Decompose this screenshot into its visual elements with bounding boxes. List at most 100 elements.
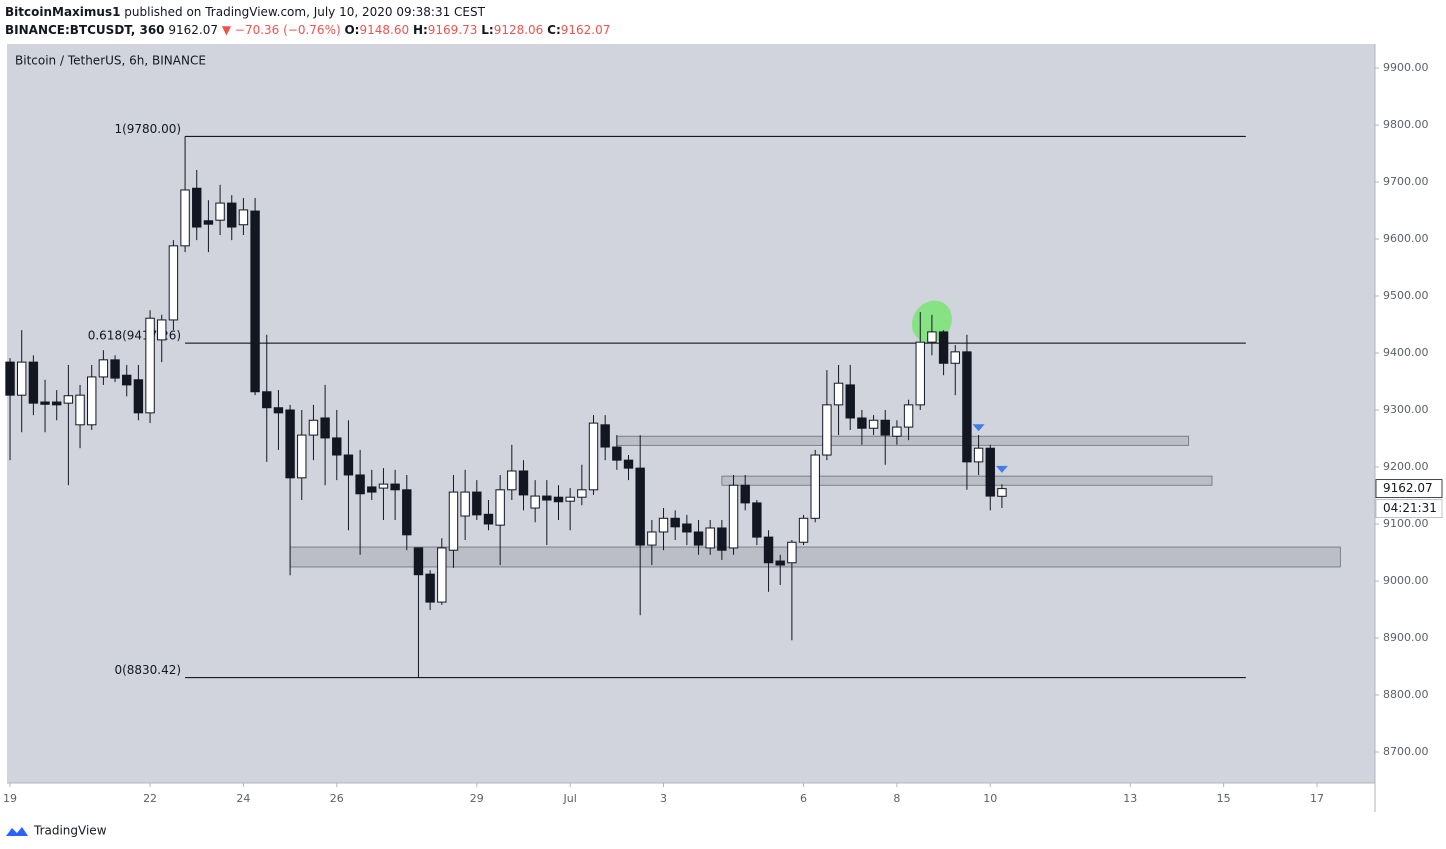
candle-body [880, 419, 890, 436]
candle-body [250, 210, 260, 393]
y-tick-label: 9600.00 [1383, 232, 1429, 245]
y-tick-label: 9500.00 [1383, 289, 1429, 302]
last-price-label: 9162.07 [1383, 481, 1433, 495]
y-tick-label: 9200.00 [1383, 460, 1429, 473]
plot-background [7, 44, 1375, 783]
x-tick-label: 15 [1217, 792, 1231, 805]
candle-body [670, 517, 680, 528]
candle-body [938, 331, 949, 364]
l: 9128.06 [494, 23, 544, 37]
fib-label: 0(8830.42) [114, 663, 181, 677]
y-tick-label: 9100.00 [1383, 517, 1429, 530]
y-tick-label: 9900.00 [1383, 61, 1429, 74]
candle-body [145, 317, 155, 414]
header-line-2: BINANCE:BTCUSDT, 360 9162.07 ▼ −70.36 (−… [5, 23, 610, 37]
candle-body [63, 395, 74, 404]
candle-body [355, 474, 365, 495]
candle-body [203, 220, 214, 225]
candle-body [822, 404, 832, 456]
candle-body [518, 470, 529, 496]
candle-body [763, 536, 774, 564]
candle-body [892, 426, 902, 437]
footer-brand: TradingView [33, 824, 107, 838]
candle-body [273, 407, 284, 414]
x-tick-label: 6 [800, 792, 807, 805]
candle-body [483, 513, 494, 525]
candle-body [705, 527, 715, 549]
candle-body [378, 483, 389, 489]
candle-body [437, 547, 447, 603]
candle-body [985, 447, 995, 497]
y-tick-label: 9300.00 [1383, 403, 1429, 416]
c-label: C: [547, 23, 561, 37]
candle-body [320, 417, 330, 439]
candle-body [448, 491, 459, 551]
x-tick-label: 3 [660, 792, 667, 805]
countdown-label: 04:21:31 [1383, 501, 1437, 515]
candle-body [623, 459, 634, 469]
candle-body [997, 488, 1007, 497]
countdown-tag [1375, 499, 1443, 519]
candle-body [413, 547, 424, 576]
y-tick-label: 9000.00 [1383, 574, 1429, 587]
fib-label: 1(9780.00) [114, 122, 181, 136]
candle-body [857, 417, 867, 429]
candle-body [98, 359, 109, 378]
candle-body [647, 531, 657, 546]
change: −70.36 (−0.76%) [235, 23, 341, 37]
candle-body [262, 391, 272, 409]
x-tick-label: 29 [470, 792, 484, 805]
candle-body [87, 376, 97, 426]
candle-body [425, 573, 435, 603]
o: 9148.60 [359, 23, 409, 37]
candle-body [75, 394, 85, 426]
logo-icon [6, 827, 28, 836]
candle-body [460, 491, 470, 517]
candle-body [168, 245, 179, 321]
candle-body [122, 374, 132, 386]
y-tick-label: 8800.00 [1383, 688, 1429, 701]
candle-body [728, 484, 739, 549]
candle-body [507, 470, 517, 491]
candle-body [238, 209, 249, 226]
x-tick-label: 13 [1123, 792, 1137, 805]
y-tick-label: 8700.00 [1383, 745, 1429, 758]
symbol: BINANCE:BTCUSDT, 360 [5, 23, 165, 37]
candle-body [472, 491, 482, 516]
y-tick-label: 9700.00 [1383, 175, 1429, 188]
candle-body [332, 437, 342, 456]
candle-body [28, 361, 39, 404]
candle-body [962, 351, 972, 463]
candle-body [682, 523, 692, 533]
y-tick-label: 8900.00 [1383, 631, 1429, 644]
h: 9169.73 [428, 23, 478, 37]
candle-body [787, 541, 797, 564]
candle-body [285, 409, 295, 479]
candle-body [577, 489, 587, 498]
candle-body [693, 531, 704, 546]
x-tick-label: 8 [893, 792, 900, 805]
x-tick-label: Jul [563, 792, 577, 805]
candle-body [717, 527, 727, 551]
x-tick-label: 26 [330, 792, 344, 805]
y-tick-label: 9400.00 [1383, 346, 1429, 359]
candle-body [553, 496, 564, 503]
candle-body [612, 446, 622, 461]
candle-body [180, 189, 190, 247]
candle-body [600, 424, 610, 448]
candle-body [402, 489, 412, 536]
last-price-tag [1375, 479, 1443, 499]
published: published on TradingView.com, July 10, 2… [124, 5, 485, 19]
subtitle: Bitcoin / TetherUS, 6h, BINANCE [15, 54, 206, 68]
candle-body [343, 454, 354, 476]
candle-body [297, 434, 307, 479]
fib-label: 0.618(9417.26) [88, 329, 181, 343]
x-tick-label: 24 [236, 792, 250, 805]
c: 9162.07 [561, 23, 611, 37]
author: BitcoinMaximus1 [5, 5, 120, 19]
candle-body [810, 454, 820, 519]
candle-body [927, 331, 937, 343]
candle-body [868, 419, 879, 429]
candle-body [845, 384, 855, 419]
candle-body [192, 187, 202, 228]
